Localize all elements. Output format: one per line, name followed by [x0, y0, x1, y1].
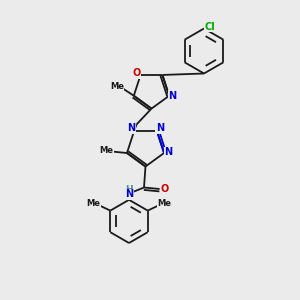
Text: N: N — [125, 189, 133, 200]
Text: O: O — [161, 184, 169, 194]
Text: O: O — [133, 68, 141, 79]
Text: H: H — [125, 185, 133, 194]
Text: Cl: Cl — [204, 22, 215, 32]
Text: N: N — [168, 91, 176, 101]
Text: Me: Me — [100, 146, 114, 154]
Text: Me: Me — [158, 199, 172, 208]
Text: N: N — [156, 123, 164, 133]
Text: N: N — [164, 147, 172, 158]
Text: Me: Me — [86, 199, 100, 208]
Text: N: N — [127, 123, 135, 133]
Text: Me: Me — [110, 82, 124, 91]
